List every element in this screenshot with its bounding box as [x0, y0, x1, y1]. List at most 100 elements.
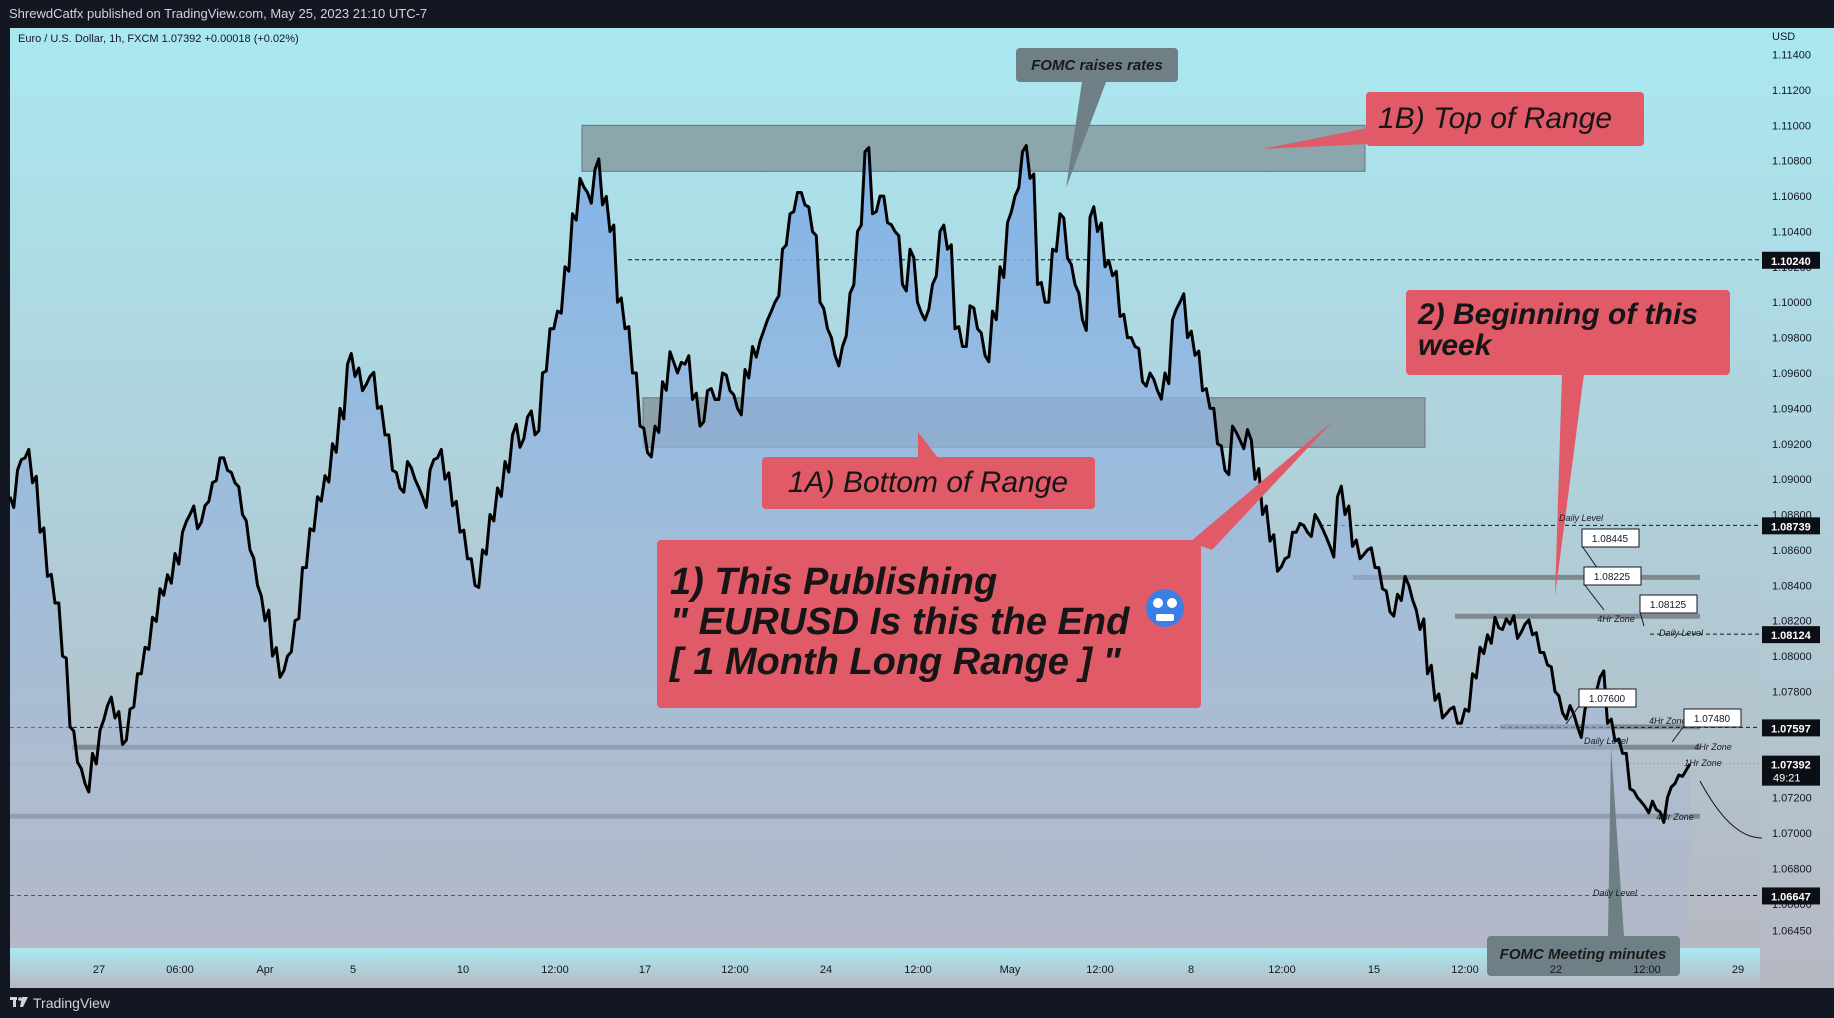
fomc-minutes-text: FOMC Meeting minutes	[1500, 946, 1667, 963]
publishing-callout-pointer	[1190, 421, 1333, 550]
price-chart[interactable]: FOMC raises rates 1B) Top of Range 1A) Bot…	[0, 28, 1834, 988]
price-tick-label: 1.10600	[1772, 191, 1812, 203]
price-tag-box	[1683, 708, 1742, 728]
tradingview-brand[interactable]: TradingView	[33, 995, 111, 1011]
price-tick-label: 1.10400	[1772, 226, 1812, 238]
publishing-callout-box	[657, 540, 1201, 708]
price-label-box	[1762, 517, 1820, 535]
beginning-text-line2: week	[1418, 329, 1493, 362]
price-tag-box	[1578, 688, 1637, 708]
level-note: 4Hr Zone	[1694, 742, 1732, 752]
price-label-box	[1762, 755, 1820, 786]
footer-bar: TradingView	[0, 988, 1834, 1018]
level-note: 4Hr Zone	[1656, 812, 1694, 822]
price-tag-text: 1.07480	[1694, 714, 1731, 725]
publisher-text: ShrewdCatfx published on TradingView.com…	[9, 6, 428, 21]
fomc-raises-text: FOMC raises rates	[1031, 57, 1163, 74]
price-tick-label: 1.08200	[1772, 616, 1812, 628]
fomc-minutes-callout-pointer	[1608, 747, 1624, 936]
time-axis[interactable]: 27 06:00 Apr 5 10 12:00 17 12:00 24 12:00 May 12:00…	[93, 964, 1744, 976]
time-tick-label: 12:00	[1086, 964, 1114, 976]
price-label-text: 1.08739	[1771, 521, 1811, 533]
time-tick-label: 8	[1188, 964, 1194, 976]
price-tag-connector	[1583, 583, 1605, 611]
time-tick-label: 10	[457, 964, 469, 976]
price-label-text: 1.08124	[1771, 630, 1812, 642]
publisher-bar: ShrewdCatfx published on TradingView.com…	[0, 0, 1834, 28]
time-tick-label: 15	[1368, 964, 1380, 976]
symbol-legend[interactable]: Euro / U.S. Dollar, 1h, FXCM 1.07392 +0.…	[18, 33, 299, 45]
price-label-text: 1.07392	[1771, 760, 1811, 772]
time-tick-label: 27	[93, 964, 105, 976]
worried-face-icon	[1146, 589, 1184, 627]
price-tick-label: 1.11200	[1772, 85, 1811, 97]
price-label-box	[1762, 626, 1820, 644]
price-tag-connector	[1639, 611, 1645, 627]
price-tag-box	[1583, 566, 1642, 586]
price-tick-label: 1.07200	[1772, 793, 1812, 805]
time-tick-label: 06:00	[166, 964, 194, 976]
top-range-zone	[581, 124, 1366, 172]
level-note: Daily Level	[1659, 628, 1704, 638]
price-tag-connector	[1565, 705, 1580, 725]
time-tick-label: 12:00	[1633, 964, 1661, 976]
price-labels: 1.10240 1.08739 1.08124 1.07597 1.0739249:21…	[1762, 251, 1820, 905]
price-tag-text: 1.07600	[1589, 694, 1626, 705]
price-tick-label: 1.11000	[1772, 120, 1811, 132]
time-tick-label: 29	[1732, 964, 1744, 976]
price-label-text: 1.06647	[1771, 891, 1811, 903]
worried-face-eye-right	[1167, 598, 1177, 608]
top-of-range-text: 1B) Top of Range	[1378, 102, 1612, 135]
time-tick-label: 12:00	[721, 964, 749, 976]
price-label-text: 1.10240	[1771, 256, 1811, 268]
level-note: Daily Level	[1559, 513, 1604, 523]
currency-label: USD	[1772, 31, 1795, 43]
fomc-raises-callout-pointer	[1066, 82, 1106, 188]
price-tick-label: 1.09800	[1772, 333, 1812, 345]
time-scale-background	[10, 948, 1760, 988]
top-of-range-callout-pointer	[1262, 128, 1368, 149]
price-label-text: 1.07597	[1771, 723, 1811, 735]
top-of-range-callout-box	[1366, 92, 1644, 146]
price-tick-label: 1.07800	[1772, 686, 1812, 698]
price-tick-label: 1.08400	[1772, 580, 1812, 592]
level-note: Daily Level	[1584, 736, 1629, 746]
price-tick-label: 1.09400	[1772, 403, 1812, 415]
worried-face-eye-left	[1153, 598, 1163, 608]
tradingview-logo-icon[interactable]	[10, 997, 28, 1009]
price-scale-background	[1760, 28, 1834, 988]
price-tick-label: 1.10800	[1772, 156, 1812, 168]
beginning-callout-box	[1406, 290, 1730, 375]
time-tick-label: 17	[639, 964, 651, 976]
time-tick-label: 12:00	[541, 964, 569, 976]
price-tick-label: 1.08600	[1772, 545, 1812, 557]
time-tick-label: Apr	[256, 964, 273, 976]
price-tag-text: 1.08125	[1650, 600, 1687, 611]
time-tick-label: May	[1000, 964, 1021, 976]
price-tick-label: 1.07000	[1772, 828, 1812, 840]
countdown-text: 49:21	[1773, 773, 1801, 785]
level-note: 4Hr Zone	[1597, 614, 1635, 624]
price-tag-text: 1.08445	[1592, 534, 1629, 545]
projection-curve	[1699, 780, 1763, 839]
price-tick-label: 1.06450	[1772, 925, 1812, 937]
time-tick-label: 12:00	[1451, 964, 1479, 976]
time-tick-label: 24	[820, 964, 832, 976]
bottom-of-range-text: 1A) Bottom of Range	[788, 466, 1068, 499]
price-tick-label: 1.06800	[1772, 863, 1812, 875]
level-note: 1Hr Zone	[1684, 758, 1722, 768]
price-tag-text: 1.08225	[1594, 572, 1631, 583]
fomc-minutes-callout-box	[1487, 936, 1680, 976]
price-label-box	[1762, 719, 1820, 737]
beginning-text-line1: 2) Beginning of this	[1417, 298, 1698, 331]
publishing-text-line1: 1) This Publishing	[670, 561, 997, 603]
beginning-callout-pointer	[1555, 374, 1584, 596]
fomc-raises-callout-box	[1016, 48, 1178, 82]
price-line	[8, 144, 1692, 824]
price-tick-label: 1.09600	[1772, 368, 1812, 380]
price-tag-box	[1581, 528, 1640, 548]
price-tick-label: 1.09200	[1772, 439, 1812, 451]
price-tick-label: 1.11400	[1772, 50, 1811, 62]
publishing-text-line3: [ 1 Month Long Range ] "	[669, 641, 1122, 683]
